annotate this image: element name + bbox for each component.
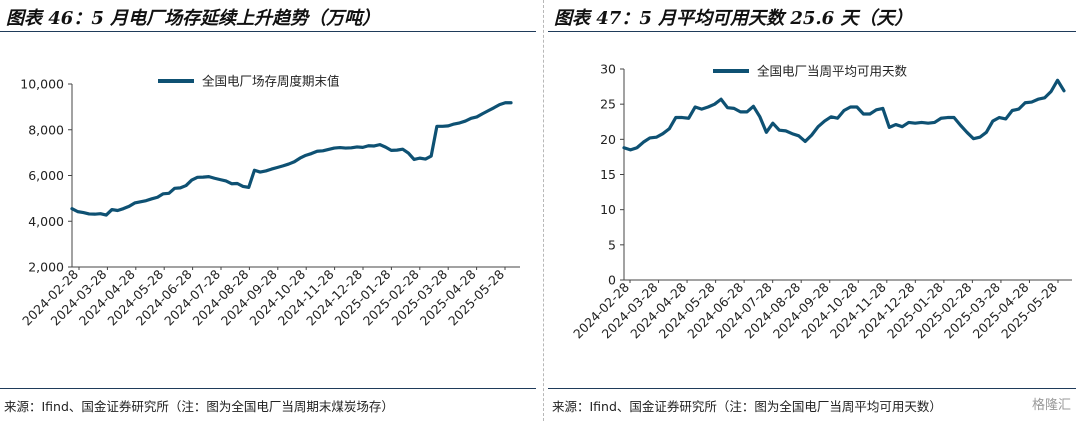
y-tick-label: 0 <box>608 273 616 288</box>
right-chart-plot: 0510152025302024-02-282024-03-282024-04-… <box>570 62 1072 341</box>
legend-label: 全国电厂当周平均可用天数 <box>757 64 908 79</box>
left-source-note: 来源：Ifind、国金证券研究所（注：图为全国电厂当周期末煤炭场存） <box>4 399 394 414</box>
right-chart-title: 图表 47：5 月平均可用天数 25.6 天（天） <box>554 8 913 29</box>
right-top-rule <box>548 31 1076 32</box>
watermark-logo: 格隆汇 <box>1028 394 1074 413</box>
y-tick-label: 4,000 <box>28 214 64 229</box>
y-tick-label: 8,000 <box>28 122 64 137</box>
left-chart-panel: 图表 46：5 月电厂场存延续上升趋势（万吨） 2,000 4,000 6,000 8… <box>0 8 536 414</box>
y-tick-label: 10 <box>600 202 616 217</box>
right-bottom-rule <box>548 388 1076 389</box>
y-tick-label: 10,000 <box>20 77 64 92</box>
right-source-note: 来源：Ifind、国金证券研究所（注：图为全国电厂当周平均可用天数） <box>552 399 942 414</box>
left-bottom-rule <box>0 388 536 389</box>
legend-label: 全国电厂场存周度期末值 <box>202 74 340 89</box>
y-tick-label: 2,000 <box>28 260 64 275</box>
left-top-rule <box>0 31 536 32</box>
y-tick-label: 25 <box>600 97 616 112</box>
y-tick-label: 15 <box>600 167 616 182</box>
left-chart-title: 图表 46：5 月电厂场存延续上升趋势（万吨） <box>6 8 381 29</box>
right-chart-panel: 图表 47：5 月平均可用天数 25.6 天（天） 0 5 10 15 20 25 30 20… <box>548 0 1080 421</box>
y-tick-label: 5 <box>608 237 616 252</box>
y-tick-label: 6,000 <box>28 168 64 183</box>
series-line <box>622 78 1066 152</box>
y-tick-label: 30 <box>600 62 616 77</box>
left-chart-plot: 2,0004,0006,0008,00010,0002024-02-282024… <box>19 74 520 328</box>
y-tick-label: 20 <box>600 132 616 147</box>
series-line <box>70 101 513 217</box>
panel-divider <box>543 0 544 421</box>
